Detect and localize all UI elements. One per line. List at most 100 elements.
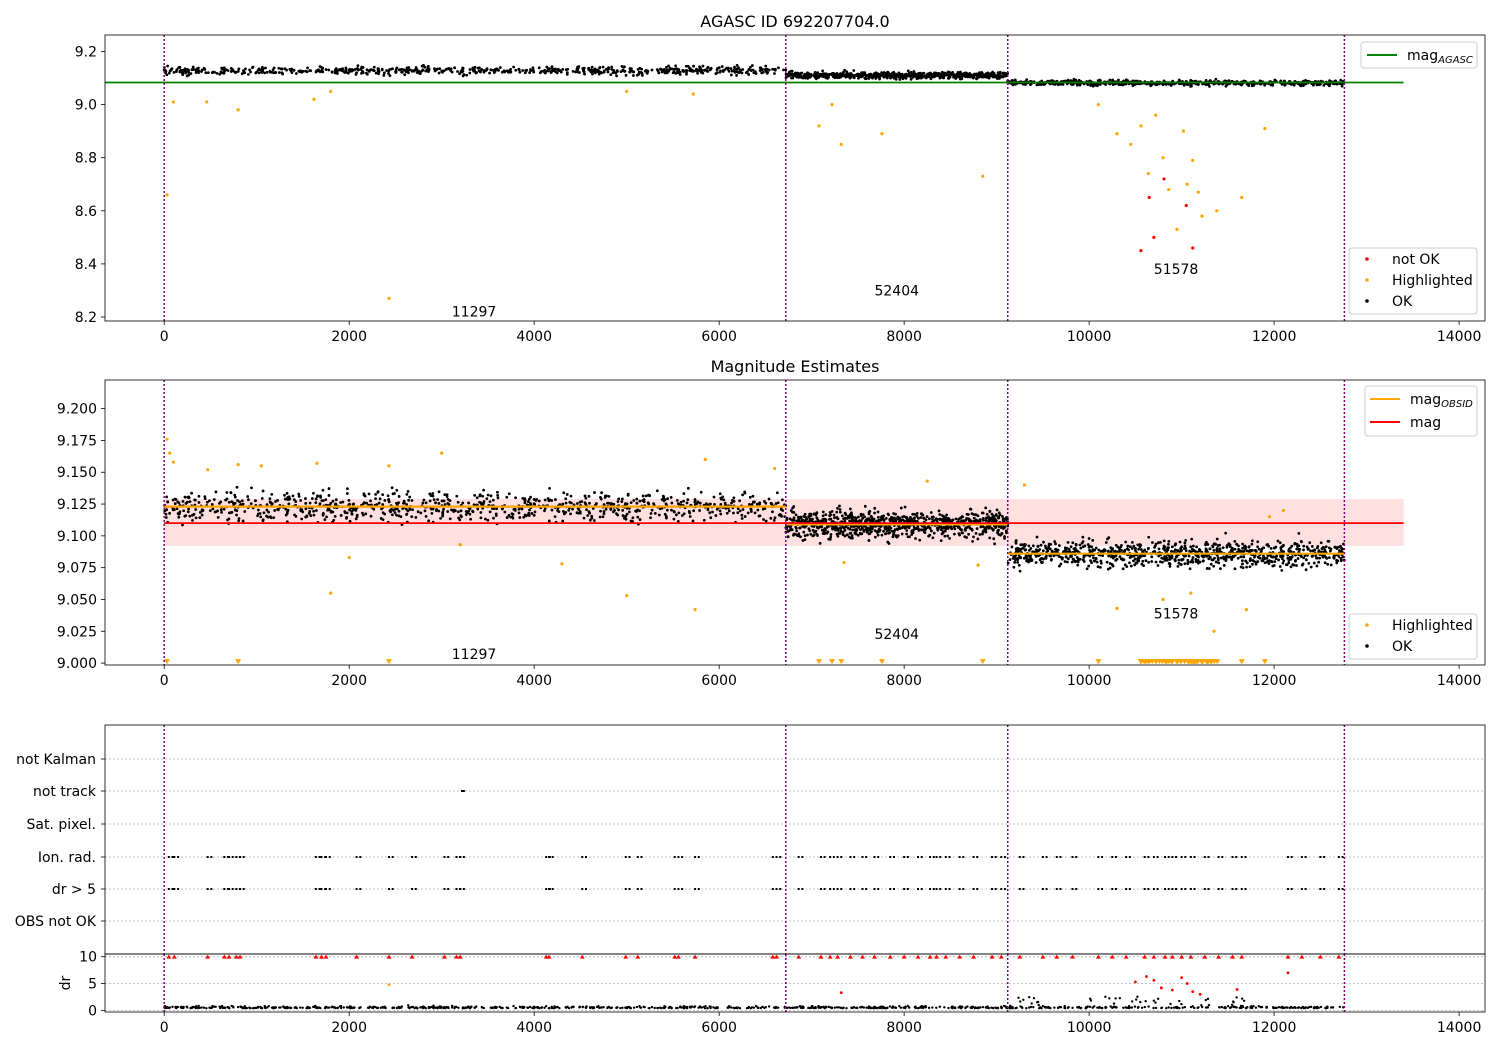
- ok-point: [1320, 547, 1324, 550]
- ok-point: [930, 72, 933, 76]
- ok-point: [431, 492, 435, 495]
- ok-point: [735, 70, 738, 74]
- ok-point: [1010, 545, 1014, 549]
- ok-point: [382, 73, 386, 77]
- ok-point: [937, 509, 941, 513]
- ok-point: [1153, 545, 1156, 549]
- ok-point: [259, 515, 263, 519]
- flag-marker: [920, 856, 923, 858]
- ok-point: [635, 501, 639, 505]
- ok-point: [984, 506, 988, 510]
- ok-point: [1062, 549, 1066, 553]
- ok-point: [839, 526, 843, 530]
- ok-point: [193, 498, 197, 502]
- ok-point: [227, 511, 231, 515]
- ok-point: [980, 511, 984, 515]
- ok-point: [479, 68, 483, 72]
- ok-point: [925, 526, 929, 530]
- ok-point: [823, 532, 826, 535]
- ok-point: [501, 507, 504, 511]
- ok-point: [803, 76, 807, 80]
- ok-point: [750, 64, 754, 67]
- x-tick-label: 10000: [1067, 673, 1112, 689]
- highlighted-point: [1115, 606, 1119, 610]
- ok-point: [1150, 555, 1154, 559]
- ok-point: [655, 489, 659, 493]
- ok-point: [824, 513, 828, 516]
- ok-point: [1115, 557, 1119, 561]
- ok-point: [478, 500, 481, 504]
- ok-point: [575, 511, 579, 515]
- ok-point: [1042, 540, 1045, 544]
- ok-point: [856, 533, 860, 537]
- ok-point: [1128, 556, 1132, 559]
- ok-point: [803, 538, 807, 542]
- ok-point: [522, 515, 526, 519]
- ok-point: [1078, 543, 1082, 547]
- ok-point: [741, 493, 744, 497]
- ok-point: [1097, 548, 1101, 552]
- ok-point: [203, 497, 207, 501]
- ok-point: [1167, 546, 1170, 550]
- ok-point: [1180, 545, 1184, 549]
- ok-point: [321, 488, 325, 492]
- ok-point: [1088, 548, 1091, 552]
- ok-point: [235, 485, 239, 489]
- ok-point: [890, 71, 894, 75]
- ok-point: [996, 516, 1000, 520]
- ok-point: [1057, 555, 1061, 558]
- ok-point: [725, 511, 729, 515]
- x-tick-label: 6000: [701, 329, 737, 345]
- ok-point: [507, 513, 511, 517]
- ok-point: [873, 72, 877, 76]
- highlighted-point: [976, 563, 980, 567]
- highlighted-offscale-marker: [828, 659, 835, 665]
- ok-point: [706, 69, 710, 73]
- ok-point: [498, 66, 502, 69]
- ok-point: [1089, 559, 1092, 563]
- ok-point: [853, 74, 857, 77]
- ok-point: [833, 516, 836, 520]
- highlighted-point: [1181, 129, 1186, 133]
- ok-point: [790, 69, 794, 73]
- ok-point: [672, 509, 676, 513]
- ok-point: [802, 530, 806, 534]
- x-tick-label: 6000: [701, 673, 737, 689]
- ok-point: [1307, 547, 1310, 551]
- ok-point: [186, 510, 190, 514]
- ok-point: [965, 517, 968, 520]
- ok-point: [1135, 561, 1139, 565]
- ok-point: [273, 509, 277, 512]
- highlighted-point: [625, 89, 629, 93]
- ok-point: [329, 510, 333, 513]
- ok-point: [481, 494, 485, 498]
- ok-point: [448, 499, 452, 503]
- ok-point: [910, 72, 914, 76]
- ok-point: [1144, 559, 1148, 563]
- ok-point: [426, 66, 430, 69]
- ok-point: [892, 530, 895, 533]
- ok-point: [905, 532, 908, 536]
- ok-point: [304, 501, 308, 505]
- ok-point: [718, 509, 722, 513]
- ok-point: [462, 73, 466, 77]
- ok-point: [276, 507, 280, 511]
- ok-point: [1242, 555, 1245, 559]
- ok-point: [984, 519, 988, 522]
- ok-point: [719, 502, 723, 506]
- ok-point: [830, 510, 834, 513]
- ok-point: [283, 497, 287, 501]
- ok-point: [1328, 79, 1331, 83]
- ok-point: [928, 526, 932, 530]
- legend-label: OK: [1392, 639, 1413, 655]
- ok-point: [641, 494, 645, 498]
- ok-point: [841, 525, 845, 529]
- ok-point: [876, 72, 880, 76]
- ok-point: [870, 527, 874, 531]
- ok-point: [836, 506, 839, 510]
- ok-point: [1163, 557, 1167, 561]
- ok-point: [1061, 556, 1064, 560]
- ok-point: [382, 71, 386, 75]
- ok-point: [1040, 560, 1044, 564]
- ok-point: [362, 492, 366, 496]
